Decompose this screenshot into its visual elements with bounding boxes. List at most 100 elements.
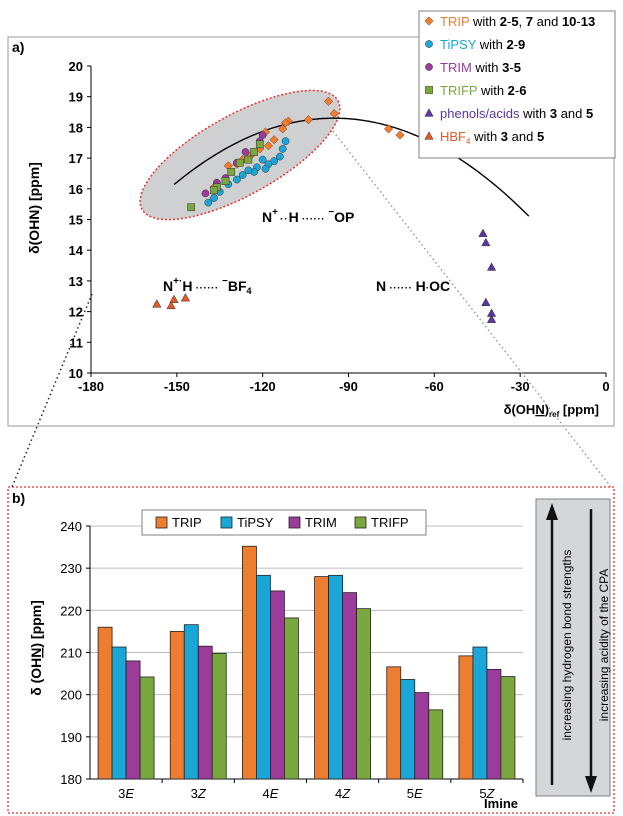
panel-b-y-title: δ (OHN) [ppm] [28, 600, 44, 696]
annotation-bf-plus: + [173, 276, 179, 287]
data-point-tipsy [210, 194, 218, 202]
legend-swatch [354, 516, 367, 529]
svg-text:N+·H ······ −BF4: N+·H ······ −BF4 [163, 276, 252, 296]
legend-bold: 3 [502, 60, 509, 75]
data-point-trifp [244, 155, 253, 164]
data-point-hbf4 [180, 293, 191, 302]
data-point-trifp [221, 177, 230, 185]
data-point-trifp [235, 158, 244, 167]
annotation-op-op: OP [334, 209, 354, 225]
legend-name: TRIM [440, 60, 472, 75]
legend-text: - [509, 60, 513, 75]
data-point-trip [278, 124, 288, 134]
category-num: 3 [118, 786, 125, 801]
legend-bold: 5 [514, 60, 521, 75]
x-tick-label: 0 [602, 379, 609, 394]
data-point-trip [263, 141, 273, 151]
y-tick-label: 17 [69, 151, 83, 166]
bar-tipsy-4e [256, 574, 271, 780]
x-tick-label: -90 [339, 379, 358, 394]
bar-trip-4z [314, 576, 329, 780]
data-point-phenols-acids [486, 262, 497, 271]
y-tick-label: 14 [69, 243, 84, 258]
annotation-bf-h: H [182, 278, 192, 294]
y-tick-label: 240 [60, 519, 82, 534]
category-iso: Z [486, 786, 496, 801]
data-point-tipsy [238, 171, 247, 179]
legend-bold: 7 [526, 14, 533, 29]
bar-trifp-5z [500, 676, 516, 780]
bar-trifp-5e [428, 709, 444, 780]
legend-frame [418, 10, 616, 159]
annotation-bf-sub: 4 [247, 286, 252, 296]
legend-marker [425, 86, 433, 94]
y-title-close: ) [ppm] [28, 600, 44, 647]
x-title-sub: ref [549, 410, 560, 419]
bar-trifp-4e [284, 617, 299, 780]
x-tick-label: -180 [78, 379, 104, 394]
data-point-trifp [210, 186, 218, 195]
bar-tipsy-3z [183, 624, 199, 780]
x-title-main: δ(OH [504, 402, 536, 417]
legend-text: - [576, 14, 580, 29]
annotation-bf-n: N [163, 278, 173, 294]
legend-bold: 9 [518, 37, 525, 52]
legend-text: - [514, 37, 518, 52]
annotation-oc: N ······ H·OC [376, 278, 450, 294]
legend-bold: 5 [537, 129, 544, 144]
x-title-unit: [ppm] [559, 402, 599, 417]
data-point-trip [281, 118, 291, 128]
panel-a-label: a) [12, 39, 24, 55]
arrow-down-label: increasing acidity of the CPA [597, 569, 611, 722]
legend-entry: HBF4 with 3 and 5 [440, 129, 544, 146]
zoom-line-left [11, 293, 93, 488]
y-tick-label: 16 [69, 182, 83, 197]
category-label: 3E [118, 786, 134, 801]
panel-a-y-title: δ(OHN) [ppm] [26, 162, 42, 254]
data-point-hbf4 [169, 294, 179, 303]
legend-text: with [520, 106, 550, 121]
x-title-n: N [535, 402, 544, 417]
legend-entry: TiPSY with 2-9 [440, 37, 525, 52]
y-title-n: N [28, 648, 44, 658]
legend-text: with [472, 60, 502, 75]
data-point-trip [269, 135, 279, 145]
data-point-hbf4 [166, 300, 176, 310]
category-iso: E [270, 786, 279, 801]
annotation-op-minus: − [328, 207, 334, 218]
bar-trim-3e [125, 660, 141, 780]
legend-marker [425, 40, 433, 48]
annotation-bf: N+·H ······ −BF4 [163, 276, 252, 296]
category-iso: Z [341, 786, 351, 801]
panel-b-frame [7, 486, 615, 814]
data-point-phenols-acids [486, 314, 497, 323]
legend-bold: 2 [500, 14, 507, 29]
zoom-line-right [332, 130, 612, 488]
annotation-op-plus: + [272, 207, 278, 218]
category-num: 5 [407, 786, 414, 801]
bar-trifp-3z [211, 652, 227, 780]
data-point-trim [241, 148, 250, 156]
legend-marker [425, 63, 433, 71]
legend-bold: 2 [506, 37, 513, 52]
panel-b-label: b) [12, 490, 25, 506]
legend-label: TRIM [305, 515, 337, 530]
category-labels: 3E 3Z 4E 4Z 5E 5Z [118, 786, 495, 801]
bar-tipsy-5z [472, 646, 488, 780]
data-point-trip [395, 130, 405, 140]
data-point-trip [329, 109, 339, 119]
legend-text: and [557, 106, 586, 121]
bar-trip-3e [97, 626, 113, 780]
bar-tipsy-3e [111, 646, 127, 780]
y-tick-label: 15 [69, 213, 83, 228]
data-point-trifp [227, 168, 236, 176]
data-point-trifp [250, 148, 258, 156]
category-iso: E [125, 786, 134, 801]
bar-legend-frame [141, 509, 427, 536]
legend-text: with [477, 83, 507, 98]
data-point-trifp [255, 140, 264, 149]
legend-bold: 3 [550, 106, 557, 121]
